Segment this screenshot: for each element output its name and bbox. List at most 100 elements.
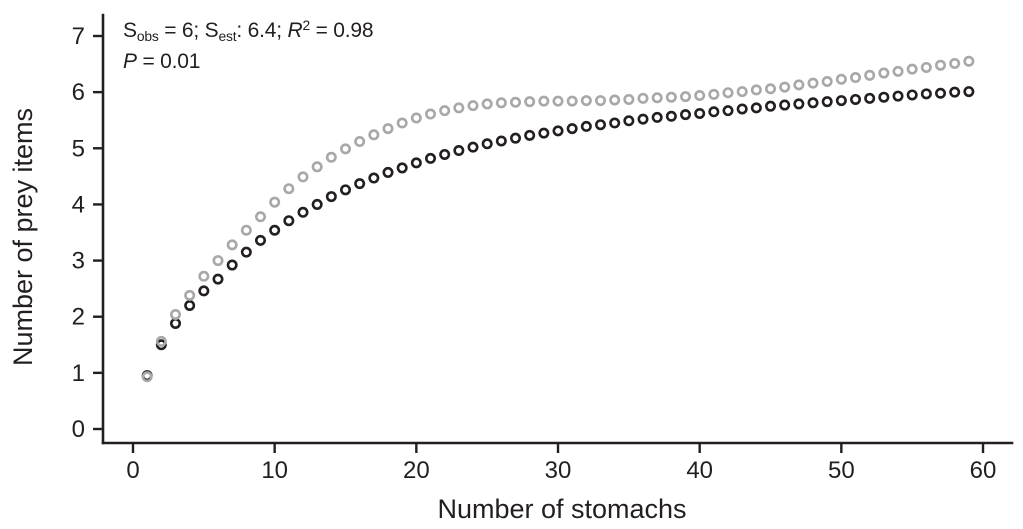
data-point-observed-rarefaction-curve xyxy=(283,215,295,227)
data-point-estimated-species-richness-curve xyxy=(694,90,706,102)
data-point-observed-rarefaction-curve xyxy=(637,113,649,125)
data-point-observed-rarefaction-curve xyxy=(184,299,196,311)
data-point-estimated-species-richness-curve xyxy=(765,83,777,95)
data-point-estimated-species-richness-curve xyxy=(453,102,465,114)
data-point-estimated-species-richness-curve xyxy=(665,91,677,103)
data-point-observed-rarefaction-curve xyxy=(878,91,890,103)
data-point-estimated-species-richness-curve xyxy=(566,95,578,107)
data-point-observed-rarefaction-curve xyxy=(510,132,522,144)
y-tick-label: 2 xyxy=(72,304,85,331)
data-point-observed-rarefaction-curve xyxy=(297,206,309,218)
data-point-estimated-species-richness-curve xyxy=(354,136,366,148)
annotation-text-part: = 6; S xyxy=(158,18,219,42)
annotation-text-part: 2 xyxy=(302,17,310,33)
data-point-estimated-species-richness-curve xyxy=(510,96,522,108)
data-point-estimated-species-richness-curve xyxy=(297,171,309,183)
data-point-estimated-species-richness-curve xyxy=(835,73,847,85)
x-tick-label: 60 xyxy=(970,457,997,484)
x-tick-label: 30 xyxy=(545,457,572,484)
stats-annotation: Sobs = 6; Sest: 6.4; R2 = 0.98 P = 0.01 xyxy=(123,12,374,75)
data-point-estimated-species-richness-curve xyxy=(722,87,734,99)
data-point-observed-rarefaction-curve xyxy=(481,138,493,150)
data-point-estimated-species-richness-curve xyxy=(198,270,210,282)
data-point-estimated-species-richness-curve xyxy=(524,96,536,108)
data-point-estimated-species-richness-curve xyxy=(212,255,224,267)
data-point-estimated-species-richness-curve xyxy=(637,92,649,104)
data-point-observed-rarefaction-curve xyxy=(665,110,677,122)
annotation-text-part: : 6.4; xyxy=(236,18,288,42)
data-point-observed-rarefaction-curve xyxy=(750,102,762,114)
data-point-estimated-species-richness-curve xyxy=(878,67,890,79)
data-point-observed-rarefaction-curve xyxy=(566,123,578,135)
data-point-observed-rarefaction-curve xyxy=(793,98,805,110)
data-point-observed-rarefaction-curve xyxy=(651,111,663,123)
data-point-estimated-species-richness-curve xyxy=(807,77,819,89)
data-point-estimated-species-richness-curve xyxy=(736,86,748,98)
data-point-estimated-species-richness-curve xyxy=(155,335,167,347)
y-tick-label: 0 xyxy=(72,416,85,443)
data-point-observed-rarefaction-curve xyxy=(708,106,720,118)
annotation-text-part: = 0.01 xyxy=(136,49,201,73)
data-point-observed-rarefaction-curve xyxy=(198,285,210,297)
data-point-estimated-species-richness-curve xyxy=(410,112,422,124)
data-point-observed-rarefaction-curve xyxy=(864,92,876,104)
annotation-text-part: est xyxy=(218,27,237,44)
data-point-observed-rarefaction-curve xyxy=(170,317,182,329)
data-point-observed-rarefaction-curve xyxy=(552,125,564,137)
x-tick-label: 40 xyxy=(686,457,713,484)
data-point-observed-rarefaction-curve xyxy=(425,152,437,164)
data-point-estimated-species-richness-curve xyxy=(680,91,692,103)
data-point-observed-rarefaction-curve xyxy=(311,198,323,210)
y-tick-label: 5 xyxy=(72,135,85,162)
data-point-observed-rarefaction-curve xyxy=(680,109,692,121)
annotation-text-part: = 0.98 xyxy=(309,18,374,42)
y-tick-label: 3 xyxy=(72,248,85,275)
data-point-estimated-species-richness-curve xyxy=(226,239,238,251)
data-point-observed-rarefaction-curve xyxy=(623,115,635,127)
data-point-observed-rarefaction-curve xyxy=(920,88,932,100)
data-point-observed-rarefaction-curve xyxy=(396,162,408,174)
y-tick-label: 6 xyxy=(72,79,85,106)
axis-ticks: 0 10 20 30 40 50 60 0 1 2 3 4 5 6 7 xyxy=(72,23,997,484)
data-point-observed-rarefaction-curve xyxy=(722,105,734,117)
data-point-observed-rarefaction-curve xyxy=(821,96,833,108)
data-point-estimated-species-richness-curve xyxy=(240,224,252,236)
stats-annotation-line2: P = 0.01 xyxy=(123,49,373,75)
x-axis-label: Number of stomachs xyxy=(437,494,686,524)
data-points xyxy=(141,55,975,383)
annotation-text-part: obs xyxy=(136,27,159,44)
x-tick-label: 50 xyxy=(828,457,855,484)
data-point-observed-rarefaction-curve xyxy=(226,259,238,271)
y-tick-label: 1 xyxy=(72,360,85,387)
x-tick-label: 20 xyxy=(403,457,430,484)
data-point-observed-rarefaction-curve xyxy=(850,93,862,105)
data-point-observed-rarefaction-curve xyxy=(580,120,592,132)
data-point-observed-rarefaction-curve xyxy=(269,224,281,236)
annotation-text-part: R xyxy=(287,18,303,42)
data-point-estimated-species-richness-curve xyxy=(906,63,918,75)
data-point-estimated-species-richness-curve xyxy=(368,129,380,141)
x-tick-label: 10 xyxy=(261,457,288,484)
data-point-estimated-species-richness-curve xyxy=(325,151,337,163)
data-point-observed-rarefaction-curve xyxy=(524,129,536,141)
data-point-estimated-species-richness-curve xyxy=(651,92,663,104)
annotation-text-part: P xyxy=(123,49,137,73)
data-point-observed-rarefaction-curve xyxy=(368,172,380,184)
y-axis-label: Number of prey items xyxy=(8,108,38,366)
data-point-estimated-species-richness-curve xyxy=(552,95,564,107)
y-tick-label: 7 xyxy=(72,23,85,50)
data-point-observed-rarefaction-curve xyxy=(595,119,607,131)
data-point-estimated-species-richness-curve xyxy=(269,196,281,208)
data-point-observed-rarefaction-curve xyxy=(240,246,252,258)
data-point-estimated-species-richness-curve xyxy=(595,95,607,107)
data-point-estimated-species-richness-curve xyxy=(439,105,451,117)
data-point-estimated-species-richness-curve xyxy=(850,72,862,84)
data-point-observed-rarefaction-curve xyxy=(467,141,479,153)
data-point-observed-rarefaction-curve xyxy=(212,273,224,285)
data-point-estimated-species-richness-curve xyxy=(580,95,592,107)
data-point-estimated-species-richness-curve xyxy=(623,93,635,105)
stats-annotation-line1: Sobs = 6; Sest: 6.4; R2 = 0.98 xyxy=(123,12,374,49)
data-point-observed-rarefaction-curve xyxy=(835,95,847,107)
data-point-estimated-species-richness-curve xyxy=(495,97,507,109)
